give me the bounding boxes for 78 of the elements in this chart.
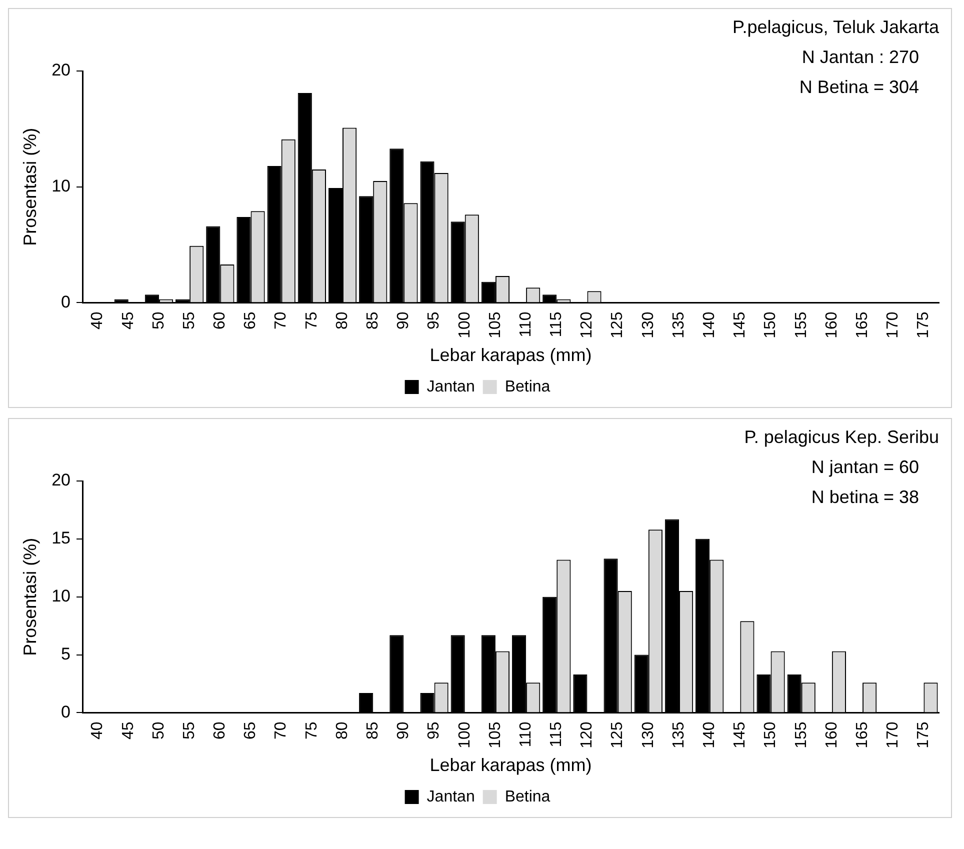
x-tick-label: 85 xyxy=(364,722,382,740)
x-tick-label: 60 xyxy=(212,312,229,330)
text: N Jantan : 270 xyxy=(802,46,919,67)
x-tick-label: 140 xyxy=(700,722,718,748)
annotation: N Betina = 304 xyxy=(799,76,919,97)
x-tick-label: 130 xyxy=(640,722,657,748)
x-tick-label: 125 xyxy=(609,312,626,338)
x-tick-label: 110 xyxy=(517,312,534,338)
x-tick-label: 145 xyxy=(732,722,749,748)
legend-label: Jantan xyxy=(426,378,475,396)
x-tick-label: 60 xyxy=(212,722,229,740)
x-tick-label: 115 xyxy=(548,722,566,748)
x-tick-label: 45 xyxy=(120,722,137,740)
legend-label: Jantan xyxy=(426,788,475,806)
x-tick-label: 65 xyxy=(242,722,260,740)
x-tick-label: 165 xyxy=(854,312,871,338)
legend-label: Betina xyxy=(504,788,550,806)
x-tick-label: 40 xyxy=(89,312,106,330)
x-tick-label: 70 xyxy=(272,312,290,330)
x-tick-label: 90 xyxy=(395,722,412,740)
x-tick-label: 140 xyxy=(700,312,718,338)
x-tick-label: 45 xyxy=(120,312,137,330)
x-tick-label: 170 xyxy=(884,312,902,338)
x-tick-label: 175 xyxy=(915,312,932,338)
x-tick-label: 85 xyxy=(364,312,382,330)
x-tick-label: 110 xyxy=(517,722,534,748)
x-tick-label: 80 xyxy=(334,312,351,330)
x-tick-label: 95 xyxy=(426,722,443,740)
x-tick-label: 150 xyxy=(762,722,780,748)
x-tick-label: 125 xyxy=(609,722,626,748)
x-tick-label: 55 xyxy=(180,722,198,740)
annotation: N betina = 38 xyxy=(811,486,919,507)
x-tick-label: 155 xyxy=(792,722,810,748)
x-tick-label: 160 xyxy=(823,722,840,748)
legend-label: Betina xyxy=(504,378,550,396)
x-tick-label: 65 xyxy=(242,312,260,330)
y-tick-label: 20 xyxy=(52,60,71,80)
x-tick-label: 50 xyxy=(150,722,168,740)
x-tick-label: 150 xyxy=(762,312,780,338)
x-tick-label: 100 xyxy=(456,312,474,338)
y-tick-label: 10 xyxy=(52,586,71,606)
text: P.pelagicus, Teluk Jakarta xyxy=(732,16,940,37)
y-tick-label: 10 xyxy=(52,176,71,196)
x-tick-label: 105 xyxy=(486,722,504,748)
y-tick-label: 0 xyxy=(61,702,71,722)
x-tick-label: 50 xyxy=(150,312,168,330)
x-tick-label: 135 xyxy=(670,312,688,338)
x-tick-label: 70 xyxy=(272,722,290,740)
x-tick-label: 40 xyxy=(89,722,106,740)
y-axis-title: Prosentasi (%) xyxy=(20,538,40,656)
x-tick-label: 170 xyxy=(884,722,902,748)
text: N jantan = 60 xyxy=(811,456,919,477)
x-tick-label: 175 xyxy=(915,722,932,748)
y-tick-label: 5 xyxy=(61,644,71,664)
x-tick-label: 95 xyxy=(426,312,443,330)
y-tick-label: 15 xyxy=(52,528,71,548)
x-tick-label: 75 xyxy=(303,312,320,330)
x-tick-label: 120 xyxy=(578,722,596,748)
x-tick-label: 105 xyxy=(486,312,504,338)
x-tick-label: 55 xyxy=(180,312,198,330)
x-tick-label: 160 xyxy=(823,312,840,338)
x-tick-label: 120 xyxy=(578,312,596,338)
x-axis-title: Lebar karapas (mm) xyxy=(430,755,592,776)
x-axis-title: Lebar karapas (mm) xyxy=(430,345,592,366)
x-tick-label: 100 xyxy=(456,722,474,748)
x-tick-label: 145 xyxy=(732,312,749,338)
x-tick-label: 90 xyxy=(395,312,412,330)
x-tick-label: 165 xyxy=(854,722,871,748)
x-tick-label: 130 xyxy=(640,312,657,338)
x-tick-label: 115 xyxy=(548,312,566,338)
y-tick-label: 0 xyxy=(61,292,71,312)
x-tick-label: 75 xyxy=(303,722,320,740)
x-tick-label: 155 xyxy=(792,312,810,338)
y-tick-label: 20 xyxy=(52,470,71,490)
y-axis-title: Prosentasi (%) xyxy=(20,128,40,246)
text: P. pelagicus Kep. Seribu xyxy=(744,426,939,447)
x-tick-label: 80 xyxy=(334,722,351,740)
x-tick-label: 135 xyxy=(670,722,688,748)
